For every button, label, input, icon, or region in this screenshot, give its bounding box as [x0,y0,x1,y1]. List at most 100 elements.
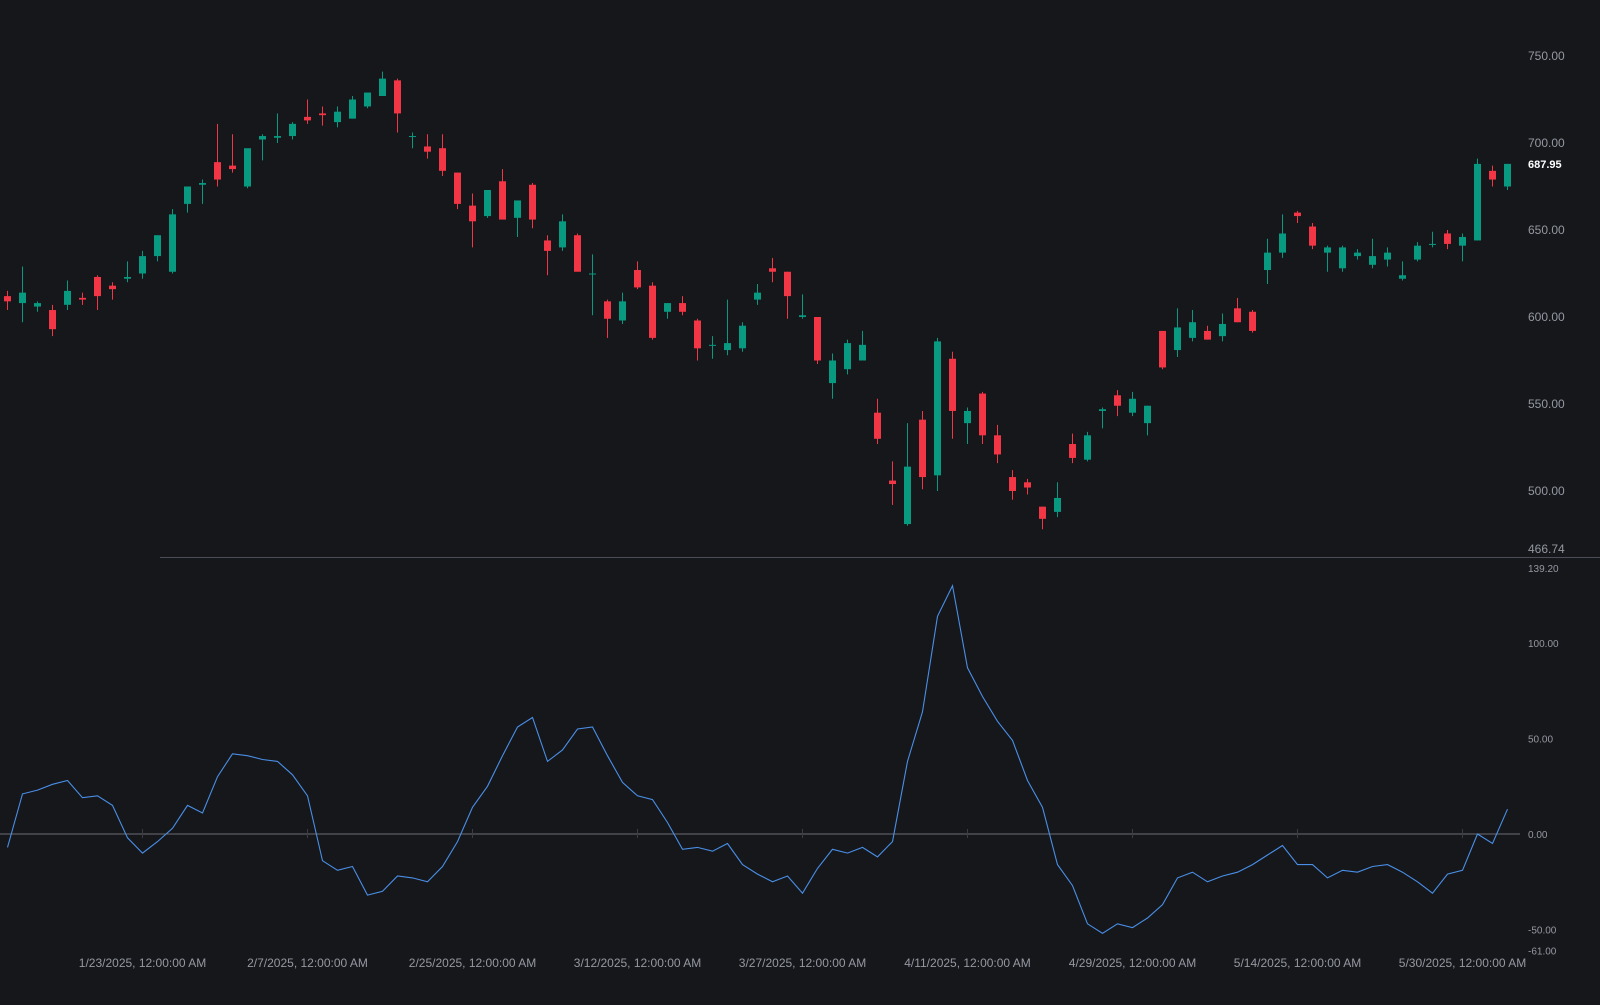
candle[interactable] [304,99,311,124]
candle[interactable] [424,134,431,159]
candle[interactable] [499,169,506,220]
candle[interactable] [844,339,851,375]
candle[interactable] [94,275,101,311]
candle[interactable] [1504,163,1511,190]
candle[interactable] [274,113,281,143]
candle[interactable] [1279,214,1286,258]
candle[interactable] [184,186,191,213]
time-axis[interactable]: 1/23/2025, 12:00:00 AM 2/7/2025, 12:00:00… [79,829,1526,970]
candle[interactable] [49,304,56,337]
candle[interactable] [19,266,26,323]
candle[interactable] [1264,238,1271,284]
candle[interactable] [154,235,161,262]
candle[interactable] [439,134,446,177]
candle[interactable] [829,353,836,399]
candle[interactable] [334,106,341,128]
candle[interactable] [1309,223,1316,250]
candle[interactable] [379,71,386,97]
candle[interactable] [604,299,611,338]
candle[interactable] [1414,242,1421,262]
candle[interactable] [364,92,371,109]
candle[interactable] [244,148,251,189]
candle[interactable] [724,299,731,356]
candle[interactable] [544,235,551,276]
candle[interactable] [1099,407,1106,429]
candle[interactable] [1144,405,1151,436]
candle[interactable] [709,336,716,359]
candle[interactable] [34,301,41,312]
candle[interactable] [1249,310,1256,333]
candle[interactable] [1189,310,1196,342]
candle[interactable] [994,424,1001,464]
candle[interactable] [634,261,641,290]
candle[interactable] [1459,233,1466,262]
candle[interactable] [4,290,11,311]
candle[interactable] [289,122,296,140]
candle[interactable] [139,250,146,279]
candle[interactable] [1069,433,1076,464]
candle[interactable] [739,322,746,352]
candle[interactable] [679,296,686,316]
candle[interactable] [574,233,581,272]
candle[interactable] [469,193,476,248]
candle[interactable] [1354,249,1361,260]
candle[interactable] [1294,210,1301,224]
candle[interactable] [1114,390,1121,417]
candle[interactable] [1489,165,1496,187]
candle[interactable] [1024,478,1031,495]
candle[interactable] [1174,308,1181,358]
candle[interactable] [349,96,356,119]
candle[interactable] [1219,313,1226,342]
candle[interactable] [394,78,401,133]
price-pane[interactable] [4,71,1511,530]
candle[interactable] [199,179,206,204]
candle[interactable] [169,209,176,274]
candle[interactable] [1444,230,1451,250]
candle[interactable] [214,123,221,187]
candle[interactable] [1009,470,1016,500]
candle[interactable] [79,292,86,305]
oscillator-axis[interactable]: 139.20 100.00 50.00 0.00 -50.00 -61.00 [1528,564,1559,957]
candle[interactable] [319,106,326,126]
candle[interactable] [904,423,911,526]
candle[interactable] [919,410,926,490]
candle[interactable] [1399,261,1406,281]
candle[interactable] [559,214,566,251]
candle[interactable] [529,183,536,229]
candle[interactable] [874,398,881,445]
oscillator-pane[interactable] [0,583,1520,934]
candle[interactable] [649,282,656,340]
candle[interactable] [409,132,416,149]
candle[interactable] [799,294,806,319]
candle[interactable] [964,407,971,445]
candle[interactable] [859,330,866,361]
candle[interactable] [1369,238,1376,269]
candle[interactable] [664,303,671,319]
candle[interactable] [949,351,956,439]
candle[interactable] [1204,325,1211,340]
candle[interactable] [1054,482,1061,518]
candle[interactable] [694,318,701,361]
candle[interactable] [619,292,626,324]
candle[interactable] [1429,231,1436,248]
candle[interactable] [229,134,236,173]
candle[interactable] [1234,297,1241,323]
candle[interactable] [814,317,821,364]
candle[interactable] [484,189,491,218]
candle[interactable] [64,280,71,311]
candle[interactable] [979,391,986,445]
candle[interactable] [514,200,521,237]
candle[interactable] [454,172,461,210]
candle[interactable] [1084,431,1091,462]
candle[interactable] [784,271,791,319]
candle[interactable] [259,134,266,161]
candle[interactable] [1474,158,1481,241]
candle[interactable] [1324,245,1331,272]
candle[interactable] [1159,330,1166,370]
price-axis[interactable]: 750.00 700.00 650.00 600.00 550.00 500.00 687.… [1528,49,1565,556]
oscillator-line[interactable] [6,583,1509,934]
candle[interactable] [934,337,941,491]
candle[interactable] [754,283,761,305]
